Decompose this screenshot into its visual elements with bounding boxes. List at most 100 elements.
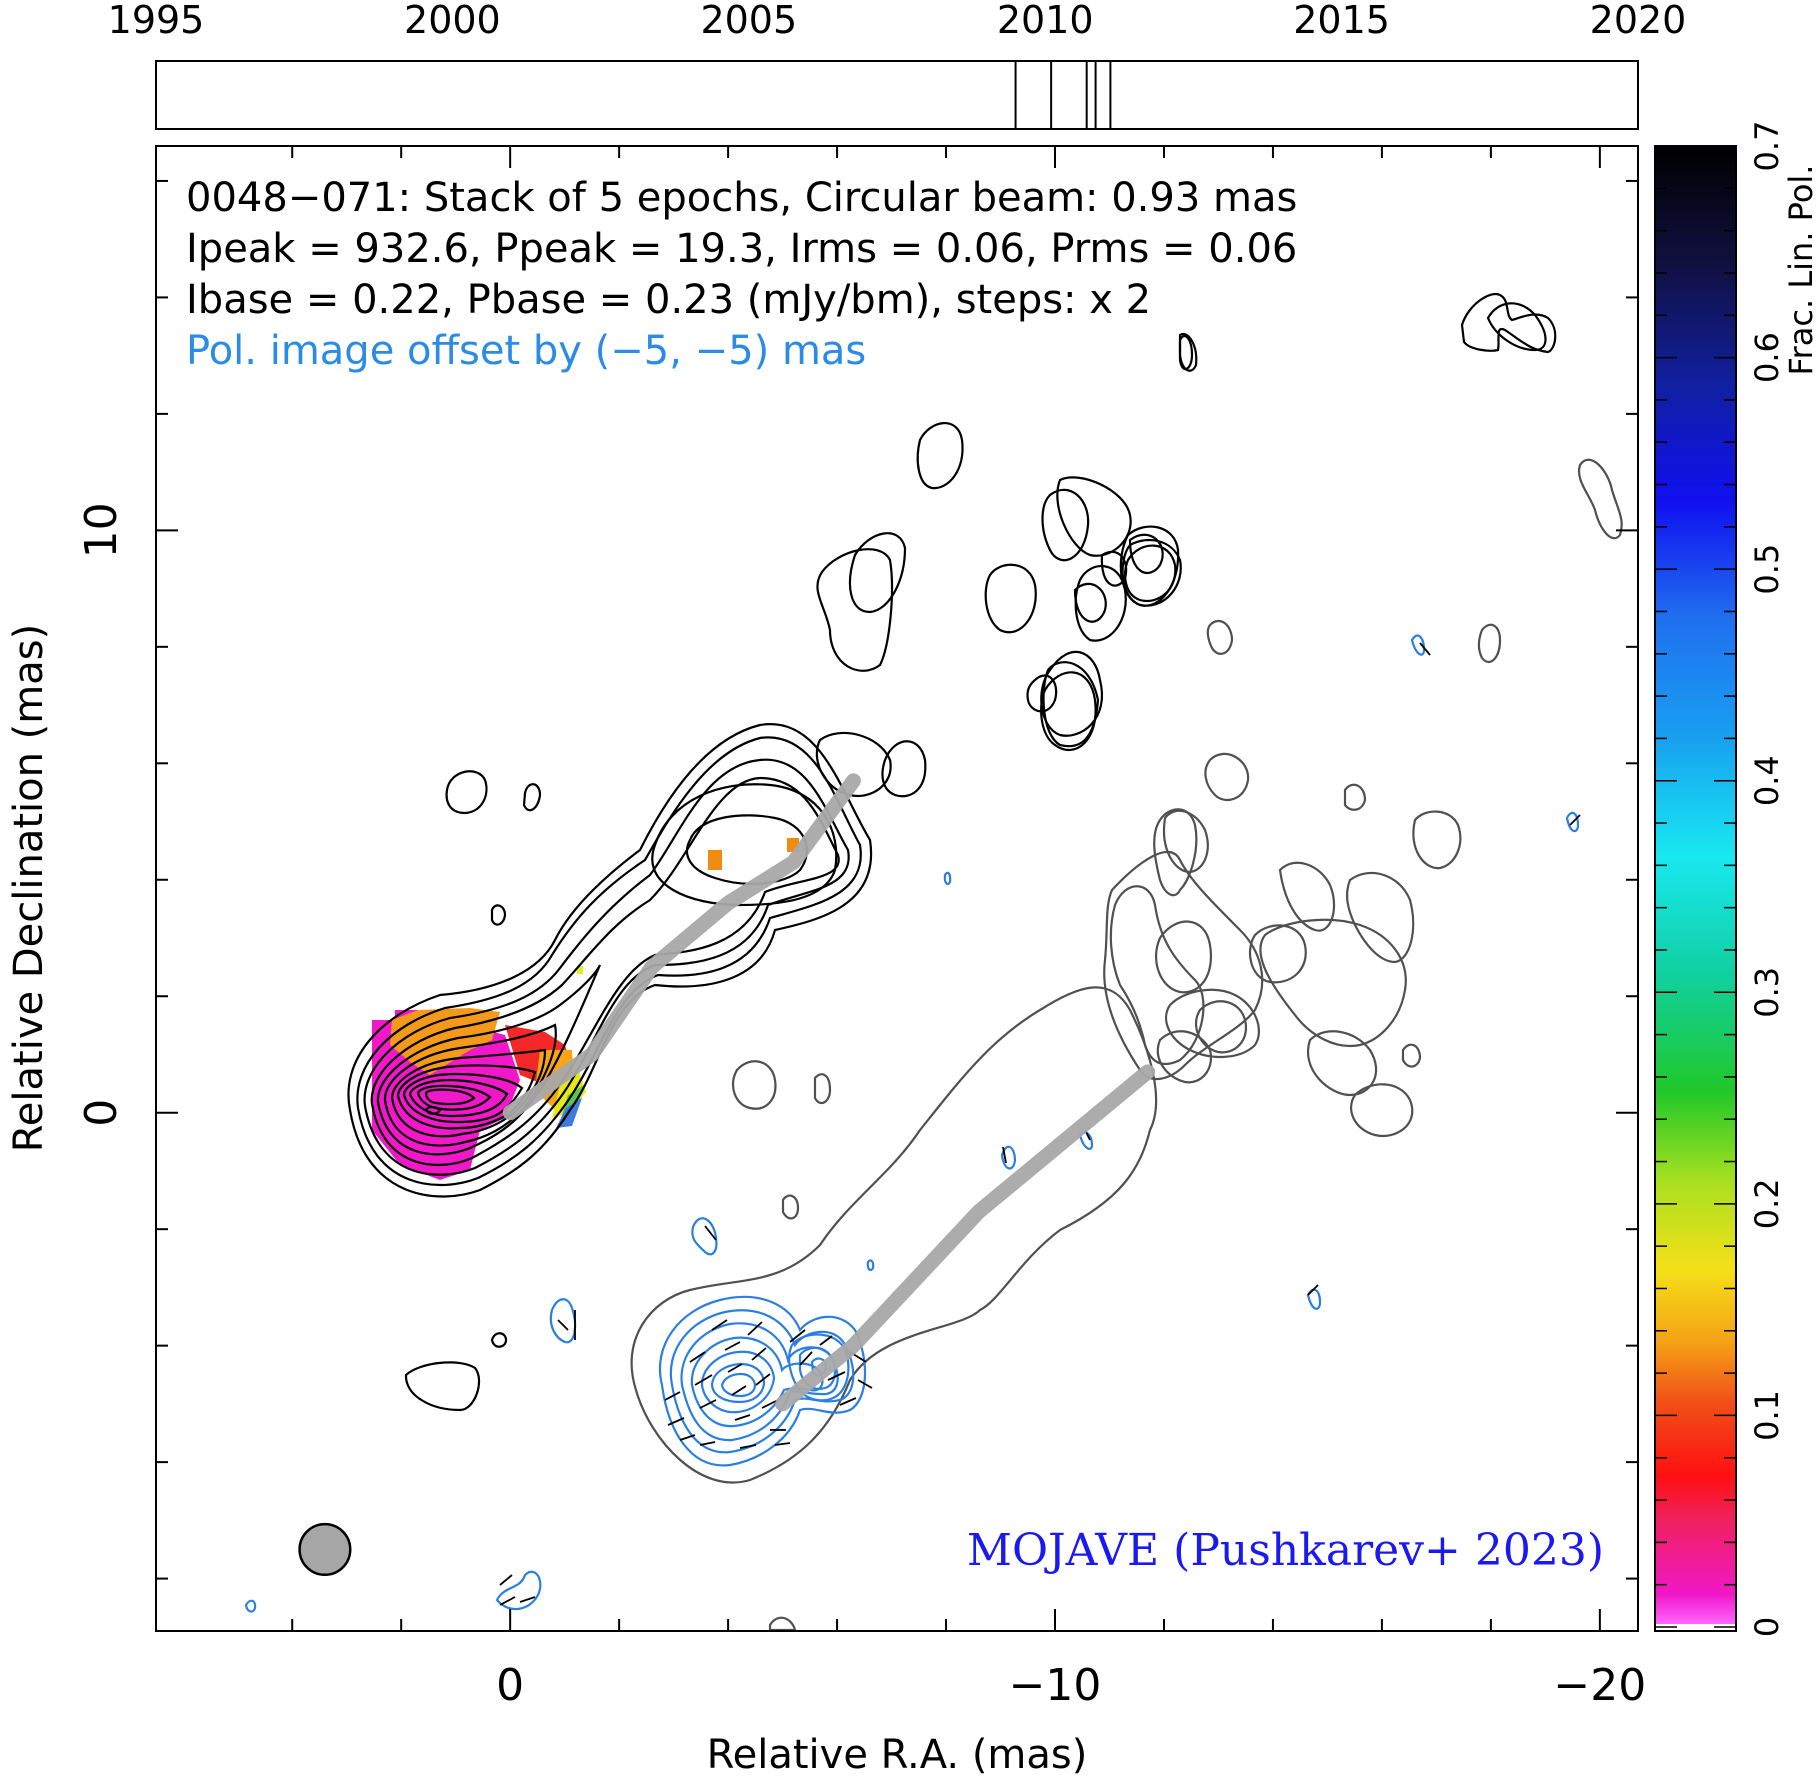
evpa-tick: [774, 1442, 791, 1446]
evpa-tick: [789, 1329, 806, 1343]
colorbar-tick-label: 0.5: [1748, 544, 1786, 595]
pol-contour: [495, 1570, 542, 1611]
pol-contour: [549, 1298, 577, 1344]
pol-contour: [691, 1217, 718, 1256]
pol-contour: [710, 1362, 766, 1404]
pol-contours: [244, 634, 1580, 1613]
evpa-tick: [499, 1574, 513, 1586]
y-axis-label: Relative Declination (mas): [6, 624, 52, 1152]
timeline-year-label: 2010: [997, 0, 1094, 42]
intensity-island: [1486, 302, 1547, 352]
timeline-year-label: 2005: [700, 0, 797, 42]
colorbar-tick-label: 0.2: [1748, 1178, 1786, 1229]
colorbar-tick-label: 0.4: [1748, 755, 1786, 806]
timeline-year-label: 2020: [1590, 0, 1687, 42]
intensity-island: [815, 731, 892, 798]
evpa-tick: [827, 1371, 846, 1381]
evpa-tick: [679, 1434, 696, 1441]
intensity-contour: [376, 964, 602, 1156]
colorbar-ramp: [1655, 147, 1735, 1624]
outer-contour: [1346, 871, 1415, 964]
evpa-tick: [664, 1391, 681, 1401]
evpa-tick: [755, 1373, 771, 1386]
evpa-tick: [731, 1385, 747, 1396]
pol-contour: [244, 1599, 257, 1613]
intensity-contour: [383, 1023, 557, 1147]
outer-contour: [1477, 623, 1502, 664]
beam-ellipse: [298, 1522, 352, 1577]
intensity-island: [1056, 476, 1132, 557]
evpa-tick: [734, 1414, 751, 1421]
intensity-island: [1040, 671, 1097, 752]
outer-contour: [1155, 920, 1213, 994]
x-tick-label: −20: [1553, 1660, 1646, 1711]
intensity-island: [1460, 292, 1557, 354]
intensity-island: [445, 770, 488, 815]
evpa-tick: [1569, 814, 1581, 826]
colorbar-frame: [1654, 145, 1737, 1632]
evpa-tick: [857, 1379, 873, 1389]
header-line-2: Ipeak = 932.6, Ppeak = 19.3, Irms = 0.06…: [186, 226, 1297, 272]
image-panel: 0 −10 −20 0 10 Relative Declination (mas) Re…: [6, 145, 1646, 1778]
pol-contour: [680, 1322, 839, 1442]
timeline-epoch-marks: [1014, 61, 1112, 129]
outer-contour: [732, 1060, 777, 1110]
colorbar-label: Frac. Lin. Pol.: [1782, 165, 1819, 376]
frac-pol-jet-patch-1: [708, 850, 722, 870]
timeline-year-label: 1995: [108, 0, 205, 42]
evpa-tick: [1002, 1146, 1007, 1164]
outer-contour: [1109, 885, 1205, 1066]
outer-contour: [1248, 924, 1307, 984]
outer-contour: [630, 986, 1158, 1484]
intensity-contour: [408, 1078, 509, 1118]
colorbar-tick-label: 0: [1748, 1617, 1786, 1637]
intensity-contours: [347, 292, 1557, 1412]
intensity-island: [522, 783, 542, 812]
pol-contour: [690, 1336, 824, 1428]
outer-contour: [1156, 1030, 1213, 1084]
outer-contour: [1259, 918, 1407, 1048]
x-axis-label: Relative R.A. (mas): [707, 1732, 1088, 1778]
timeline-year-label: 2000: [404, 0, 501, 42]
outer-contour: [1164, 988, 1260, 1059]
outer-contour: [1162, 809, 1209, 874]
x-tick-label: 0: [496, 1660, 524, 1711]
x-tick-label: −10: [1009, 1660, 1102, 1711]
outer-contours: [630, 458, 1623, 1631]
pol-offset-note: Pol. image offset by (−5, −5) mas: [186, 328, 866, 374]
pol-contour: [788, 1333, 850, 1402]
evpa-tick: [724, 1341, 741, 1351]
evpa-tick: [694, 1374, 713, 1386]
pol-contour: [669, 1309, 855, 1454]
evpa-tick: [727, 1363, 743, 1373]
evpa-tick: [699, 1399, 717, 1409]
frac-pol-core-yellow: [552, 1068, 586, 1118]
evpa-tick: [1419, 642, 1431, 656]
frac-pol-colormap: [372, 838, 799, 1180]
image-axis-ticks: [156, 146, 1638, 1631]
outer-contour: [1307, 1030, 1378, 1097]
outer-contour: [1349, 1083, 1414, 1138]
outer-contour: [1401, 1043, 1422, 1068]
intensity-contour: [347, 723, 873, 1198]
evpa-tick: [689, 1351, 706, 1363]
intensity-island: [1124, 544, 1177, 603]
credit-text: MOJAVE (Pushkarev+ 2023): [967, 1525, 1604, 1576]
evpa-tick: [751, 1347, 767, 1361]
pol-contour: [1565, 811, 1580, 833]
outer-contour: [1206, 619, 1234, 655]
evpa-tick: [1307, 1284, 1319, 1296]
pol-contour: [720, 1372, 757, 1398]
pol-contour: [700, 1350, 776, 1414]
colorbar-tick-labels: 0 0.1 0.2 0.3 0.4 0.5 0.6 0.7: [1748, 121, 1786, 1638]
intensity-island: [984, 563, 1037, 634]
evpa-tick: [761, 1399, 779, 1409]
colorbar-tick-label: 0.6: [1748, 332, 1786, 383]
outer-contour: [781, 1194, 800, 1220]
intensity-island: [404, 1361, 481, 1412]
evpa-tick: [499, 1596, 516, 1606]
intensity-knot-contour: [685, 814, 808, 885]
outer-contour: [1577, 458, 1623, 540]
intensity-contour: [356, 736, 862, 1187]
